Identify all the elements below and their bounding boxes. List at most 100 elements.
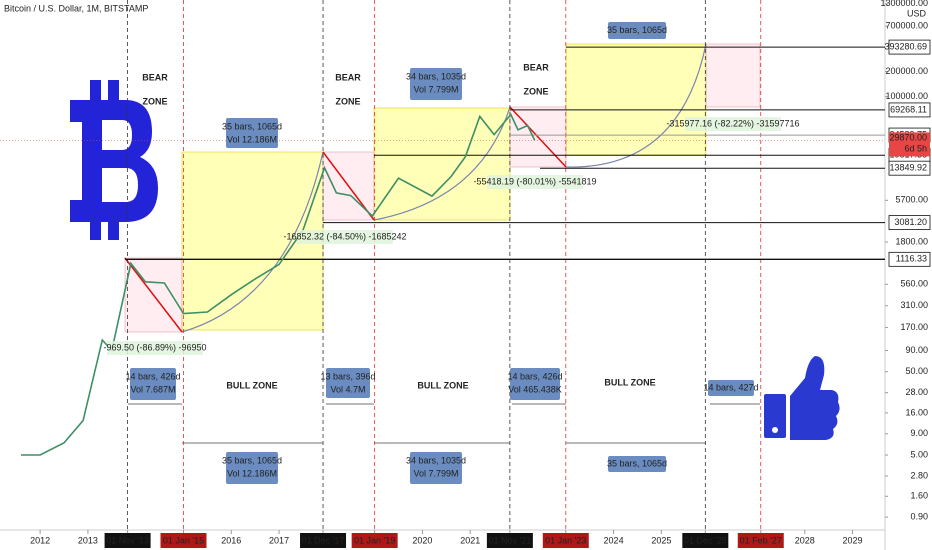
logo-b <box>70 100 158 222</box>
measure-text: Vol 7.799M <box>413 84 458 94</box>
y-tick-label: 0.90 <box>910 511 928 521</box>
bear-zone-label: ZONE <box>335 96 360 106</box>
bear-zone-label: ZONE <box>142 96 167 106</box>
thumbs-up <box>764 356 840 440</box>
x-tick-label: 01 Nov '13 <box>106 535 149 545</box>
measure-box <box>226 118 278 148</box>
y-tick-label: 1.60 <box>910 491 928 501</box>
measure-text: Vol 465.438K <box>508 384 562 394</box>
y-tick-label: 9.00 <box>910 428 928 438</box>
measure-box <box>608 22 666 39</box>
y-tick-label: 310.00 <box>900 300 928 310</box>
x-tick-label: 01 Jan '15 <box>163 535 204 545</box>
x-tick-label: 01 Nov '21 <box>489 535 532 545</box>
x-tick-label: 01 Dec '17 <box>302 535 345 545</box>
y-tick-label: 16.00 <box>905 407 928 417</box>
axis-unit: USD <box>907 8 927 18</box>
arc <box>373 106 511 221</box>
date-badge <box>104 533 151 548</box>
date-badge <box>300 533 347 548</box>
level-label: 393280.69 <box>884 41 927 51</box>
measure-text: 14 bars, 427d <box>703 382 758 392</box>
arrows <box>128 403 760 444</box>
measure-text: Vol 4.7M <box>330 384 365 394</box>
measure-text: 34 bars, 1035d <box>406 455 466 465</box>
measure-box <box>708 380 754 396</box>
measure-text: Vol 12.186M <box>227 468 277 478</box>
measure-text: Vol 7.799M <box>413 468 458 478</box>
measure-text: 35 bars, 1065d <box>222 121 282 131</box>
change-box <box>685 117 781 131</box>
date-badge <box>351 533 398 548</box>
x-tick-label: 2028 <box>795 535 815 545</box>
drop-line <box>509 106 567 168</box>
x-tick-label: 2017 <box>269 535 289 545</box>
y-tick-label: 100000.00 <box>885 91 928 101</box>
bull-box <box>373 107 511 221</box>
thumb-cuff <box>764 394 786 438</box>
level-label: 1116.33 <box>896 254 927 264</box>
level-label: 69268.11 <box>890 104 927 114</box>
x-tick-label: 2021 <box>460 535 480 545</box>
bull-zone-label: BULL ZONE <box>226 380 277 390</box>
x-tick-label: 01 Jan '23 <box>545 535 586 545</box>
y-tick-label: 200000.00 <box>885 66 928 76</box>
level-label: 13849.92 <box>889 163 927 173</box>
x-tick-label: 01 Dec '25 <box>684 535 727 545</box>
arc <box>181 151 324 333</box>
y-tick-label: 2.80 <box>910 470 928 480</box>
bear-box <box>705 43 761 108</box>
logo-bar <box>90 216 101 240</box>
measure-box <box>608 456 666 472</box>
measure-box <box>226 452 278 484</box>
date-badge <box>737 533 784 548</box>
logo-bar <box>108 80 119 104</box>
bitcoin-logo <box>70 80 158 240</box>
bull-box <box>565 43 707 156</box>
bull-zone-label: BULL ZONE <box>417 380 468 390</box>
measure-text: 34 bars, 1035d <box>406 71 466 81</box>
change-label: -315977.16 (-82.22%) -31597716 <box>666 118 799 128</box>
measure-text: 35 bars, 1065d <box>607 458 667 468</box>
x-tick-label: 2024 <box>604 535 624 545</box>
level-badge <box>888 39 931 55</box>
change-box <box>487 175 583 189</box>
change-label: -969.50 (-86.89%) -96950 <box>103 342 206 352</box>
date-badge <box>486 533 533 548</box>
measure-text: 13 bars, 396d <box>320 371 375 381</box>
y-tick-label: 90.00 <box>905 345 928 355</box>
y-tick-label: 1300000.00 <box>880 0 928 8</box>
thumb-dot <box>772 427 778 433</box>
level-label: 3081.20 <box>894 217 927 227</box>
change-label: -16852.32 (-84.50%) -1685242 <box>283 231 406 241</box>
level-badge <box>888 215 931 230</box>
measure-text: 14 bars, 426d <box>125 371 180 381</box>
measure-box <box>326 368 370 398</box>
current-price-badge <box>889 132 930 157</box>
arcs <box>181 43 707 333</box>
logo-bar <box>90 80 101 104</box>
x-tick-label: 2016 <box>221 535 241 545</box>
drop-line <box>124 257 183 333</box>
bear-zone-label: BEAR <box>335 72 361 82</box>
y-tick-label: 5700.00 <box>895 195 928 205</box>
x-tick-label: 2020 <box>412 535 432 545</box>
x-tick-label: 2012 <box>30 535 50 545</box>
thumb-hand <box>790 356 840 440</box>
measure-text: 14 bars, 426d <box>507 371 562 381</box>
y-tick-label: 28.00 <box>905 387 928 397</box>
bear-zone-label: ZONE <box>523 86 548 96</box>
x-tick-label: 01 Feb '27 <box>740 535 782 545</box>
measure-text: 35 bars, 1065d <box>222 455 282 465</box>
x-tick-label: 01 Jan '19 <box>354 535 395 545</box>
current-price-label: 29870.00 <box>889 133 927 143</box>
date-badge <box>160 533 207 548</box>
measure-box <box>510 368 560 400</box>
y-tick-label: 560.00 <box>900 279 928 289</box>
y-tick-label: 5.00 <box>910 449 928 459</box>
measure-box <box>410 68 462 100</box>
symbol-title: Bitcoin / U.S. Dollar, 1M, BITSTAMP <box>4 3 148 13</box>
y-tick-label: 700000.00 <box>885 21 928 31</box>
change-box <box>297 230 393 244</box>
measure-text: Vol 7.687M <box>130 384 175 394</box>
